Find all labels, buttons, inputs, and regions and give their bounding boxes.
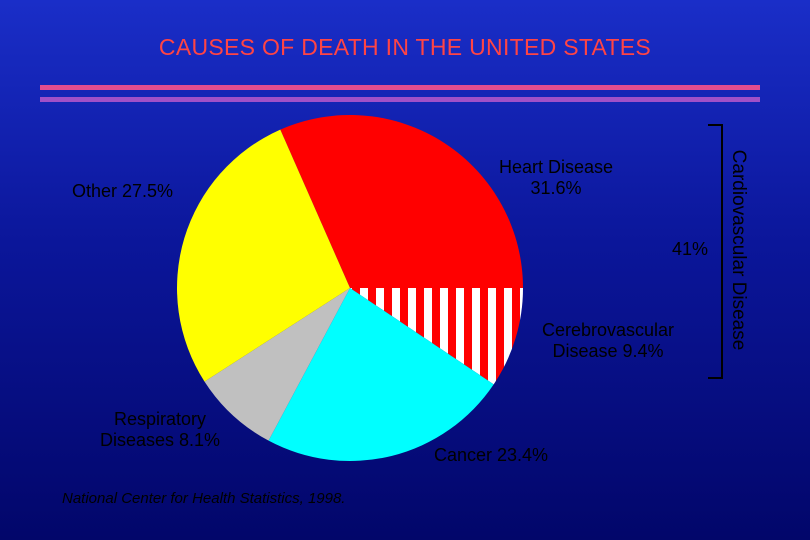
- label-other: Other 27.5%: [72, 181, 174, 201]
- title-rule-top: [40, 85, 760, 90]
- label-heart-disease: Heart Disease 31.6%: [486, 157, 626, 199]
- label-heart-name: Heart Disease: [498, 157, 614, 177]
- label-cerebro-name: Cerebrovascular: [541, 320, 675, 340]
- slice-respiratory: [204, 288, 350, 441]
- source-note: National Center for Health Statistics, 1…: [62, 490, 346, 507]
- label-cerebrovascular: Cerebrovascular Disease 9.4%: [518, 320, 698, 362]
- label-heart-value: 31.6%: [530, 178, 582, 198]
- slice-cerebrovascular: [350, 288, 523, 385]
- slice-other: [177, 129, 350, 382]
- title-rule-bottom: [40, 97, 760, 102]
- cardiovascular-disease-label: Cardiovascular Disease: [728, 149, 749, 351]
- slice-cancer: [268, 288, 494, 462]
- label-resp-name: Respiratory: [113, 409, 207, 429]
- chart-title: CAUSES OF DEATH IN THE UNITED STATES: [158, 34, 652, 60]
- label-cerebro-value: Disease 9.4%: [552, 341, 664, 361]
- label-cardiovascular-percent: 41%: [672, 239, 709, 259]
- label-respiratory: Respiratory Diseases 8.1%: [80, 409, 240, 451]
- label-cancer: Cancer 23.4%: [434, 445, 549, 465]
- label-resp-value: Diseases 8.1%: [99, 430, 221, 450]
- slice-heart-disease: [280, 114, 523, 288]
- cardiovascular-bracket: [708, 124, 723, 379]
